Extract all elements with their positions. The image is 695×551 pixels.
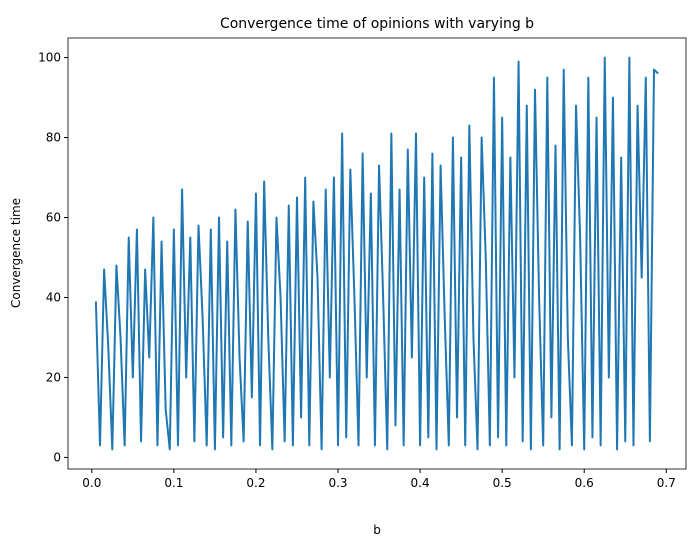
y-tick-label: 40 [46,290,61,304]
y-tick-label: 100 [38,51,61,65]
x-tick-label: 0.1 [164,476,183,490]
x-tick-label: 0.5 [493,476,512,490]
y-tick-label: 60 [46,211,61,225]
y-tick-label: 20 [46,370,61,384]
data-line [94,56,659,451]
x-tick-label: 0.7 [657,476,676,490]
y-axis-label: Convergence time [9,198,23,308]
y-tick-label: 0 [53,450,61,464]
y-tick-label: 80 [46,131,61,145]
x-tick-label: 0.3 [328,476,347,490]
x-tick-label: 0.0 [82,476,101,490]
x-axis-label: b [373,523,381,537]
x-tick-label: 0.4 [411,476,430,490]
x-tick-label: 0.2 [246,476,265,490]
axes-frame [67,37,687,470]
x-tick-label: 0.6 [575,476,594,490]
chart-title: Convergence time of opinions with varyin… [220,16,534,32]
